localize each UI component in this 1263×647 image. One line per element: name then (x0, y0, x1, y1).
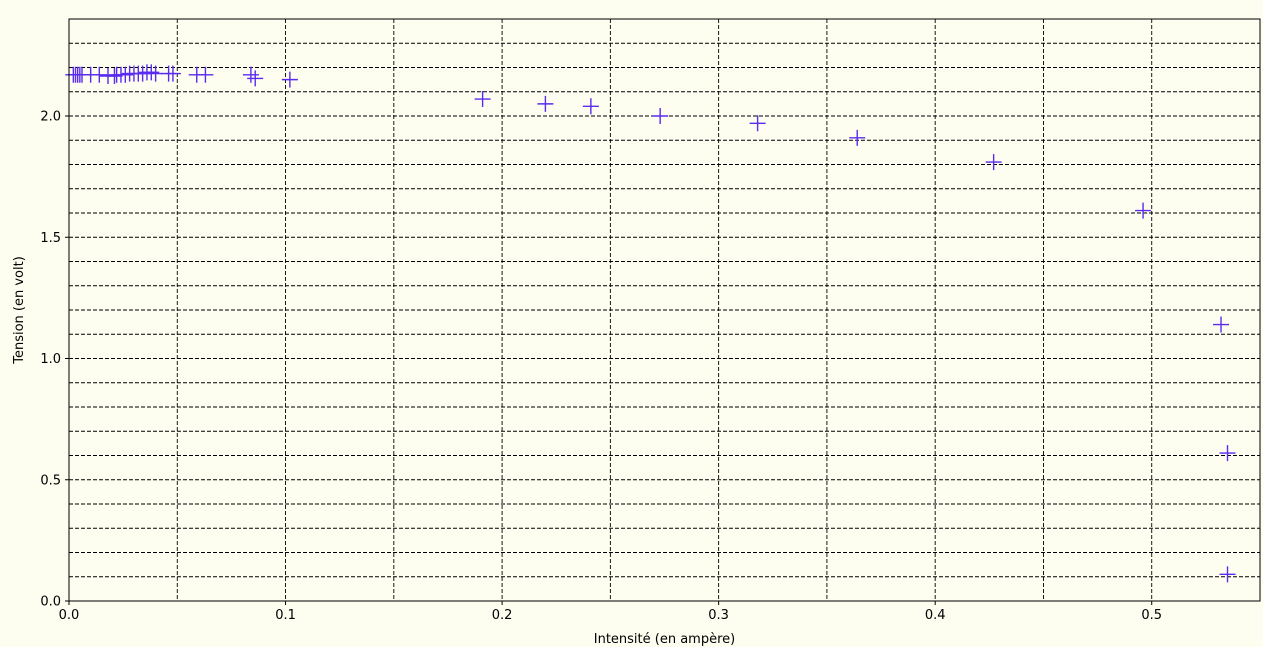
data-point-marker (1213, 316, 1230, 333)
data-point-marker (91, 66, 108, 83)
data-point-marker (281, 71, 298, 88)
data-point-marker (652, 108, 669, 124)
data-point-marker (143, 64, 160, 81)
y-tick-label: 0.5 (40, 473, 61, 488)
data-point-marker (582, 98, 599, 115)
data-point-marker (985, 154, 1002, 171)
plot-frame (68, 18, 1261, 602)
x-tick-label: 0.1 (275, 608, 296, 623)
y-axis-label: Tension (en volt) (12, 256, 27, 365)
data-point-marker (247, 70, 264, 87)
data-point-marker (164, 65, 181, 82)
x-tick-label: 0.4 (925, 608, 946, 623)
y-tick-label: 1.5 (40, 231, 61, 246)
x-axis-label: Intensité (en ampère) (594, 632, 735, 647)
data-point-marker (197, 66, 214, 83)
data-points (65, 64, 1236, 583)
data-point-marker (106, 67, 123, 84)
axis-ticks: 0.0 0.1 0.2 0.3 0.4 0.5 0.0 0.5 1.0 1.5 2.0 (40, 110, 1162, 624)
y-tick-label: 1.0 (40, 352, 61, 367)
x-tick-label: 0.0 (59, 608, 80, 623)
y-tick-label: 2.0 (40, 110, 61, 125)
data-point-marker (1219, 566, 1236, 583)
data-point-marker (537, 95, 554, 112)
data-point-marker (749, 115, 766, 132)
grid-lines (69, 19, 1260, 601)
data-point-marker (242, 66, 259, 83)
data-point-marker (849, 129, 866, 146)
x-tick-label: 0.3 (708, 608, 729, 623)
x-tick-label: 0.2 (492, 608, 513, 623)
x-tick-label: 0.5 (1141, 608, 1162, 623)
data-point-marker (1135, 202, 1152, 219)
data-point-marker (474, 91, 491, 108)
y-tick-label: 0.0 (40, 595, 61, 610)
data-point-marker (1219, 445, 1236, 462)
data-point-marker (117, 66, 134, 83)
